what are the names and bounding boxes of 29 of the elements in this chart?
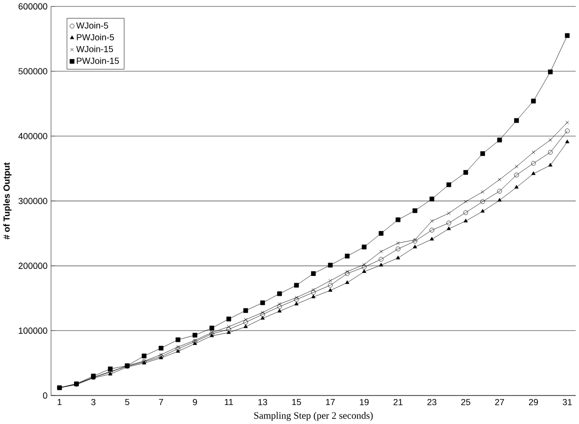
x-tick-label: 15 xyxy=(292,398,301,406)
y-tick-label: 0 xyxy=(43,392,48,399)
x-tick-label: 27 xyxy=(495,398,504,406)
x-tick-label: 5 xyxy=(125,398,130,406)
y-tick-label: 100000 xyxy=(18,327,48,334)
x-tick-label: 23 xyxy=(427,398,436,406)
x-tick-label: 13 xyxy=(258,398,268,406)
y-tick-label: 400000 xyxy=(18,132,48,140)
legend-label: WJoin-5 xyxy=(76,22,108,29)
y-tick-label: 300000 xyxy=(18,198,48,204)
legend-label: PWJoin-15 xyxy=(76,57,119,64)
x-axis-title: Sampling Step (per 2 seconds) xyxy=(254,412,373,421)
x-tick-label: 25 xyxy=(461,398,470,406)
x-tick-label: 9 xyxy=(192,398,197,406)
x-tick-label: 19 xyxy=(360,398,369,406)
x-tick-label: 21 xyxy=(394,398,402,406)
legend-label: PWJoin-5 xyxy=(76,34,114,40)
y-tick-label: 500000 xyxy=(18,68,48,74)
x-tick-label: 3 xyxy=(91,398,96,406)
x-tick-label: 17 xyxy=(326,398,335,405)
x-tick-label: 29 xyxy=(528,398,538,406)
x-tick-label: 11 xyxy=(224,398,233,405)
y-tick-label: 600000 xyxy=(18,3,48,10)
x-tick-label: 7 xyxy=(159,398,164,405)
legend-label: WJoin-15 xyxy=(76,46,113,52)
y-axis-title: # of Tuples Output xyxy=(3,162,12,240)
x-tick-label: 31 xyxy=(562,398,572,406)
x-tick-label: 1 xyxy=(58,398,62,405)
y-tick-label: 200000 xyxy=(18,262,48,269)
